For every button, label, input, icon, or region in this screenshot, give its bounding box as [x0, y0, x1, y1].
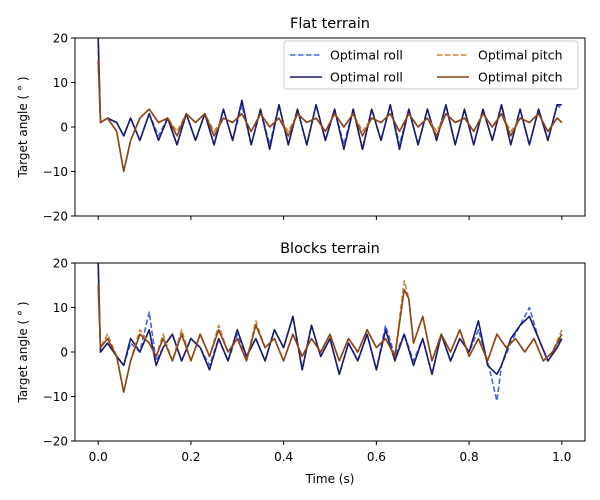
blocks-terrain-y-axis-label: Target angle ( ° )	[16, 301, 30, 403]
blocks-terrain-y-tick-label: 20	[53, 257, 68, 271]
blocks-terrain-series-optimal-pitch-solid	[97, 285, 563, 393]
blocks-terrain-title: Blocks terrain	[280, 241, 380, 257]
blocks-terrain-series-group	[97, 263, 563, 402]
flat-terrain-y-tick-label: 20	[53, 32, 68, 46]
blocks-terrain-y-tick-label: −10	[43, 390, 68, 404]
blocks-terrain-x-tick-label: 0.4	[274, 450, 293, 464]
flat-terrain-series-optimal-roll-solid	[97, 38, 562, 151]
blocks-terrain-y-tick-label: 10	[53, 301, 68, 315]
legend-label-pitch-dashed: Optimal pitch	[478, 48, 563, 63]
blocks-terrain-panel: Blocks terrain Target angle ( ° ) −20 −10…	[16, 241, 586, 486]
legend-frame	[283, 40, 579, 90]
flat-terrain-y-tick-label: 10	[53, 76, 68, 90]
x-axis-label: Time (s)	[305, 472, 355, 486]
blocks-terrain-x-tick-label: 0.2	[181, 450, 200, 464]
blocks-terrain-y-tick-label: 0	[60, 346, 68, 360]
flat-terrain-panel: Flat terrain Target angle ( ° ) −20 −10 0 1…	[16, 16, 586, 224]
flat-terrain-y-tick-label: 0	[60, 121, 68, 135]
legend-label-roll-dashed: Optimal roll	[330, 48, 403, 63]
flat-terrain-series-group	[97, 38, 563, 173]
blocks-terrain-y-tick-label: −20	[43, 435, 68, 449]
flat-terrain-y-tick-label: −20	[43, 210, 68, 224]
flat-terrain-y-axis-label: Target angle ( ° )	[16, 76, 30, 178]
legend-label-roll-solid: Optimal roll	[330, 70, 403, 85]
blocks-terrain-series-optimal-roll-solid	[97, 263, 563, 376]
blocks-terrain-plot-area: −20 −10 0 10 20 0.0 0.2 0.4 0.6 0.8 1.0	[43, 257, 586, 464]
blocks-terrain-x-tick-label: 0.8	[460, 450, 479, 464]
flat-terrain-y-tick-label: −10	[43, 165, 68, 179]
flat-terrain-series-optimal-pitch-solid	[97, 60, 563, 173]
legend: Optimal roll Optimal roll Optimal pitch …	[283, 40, 579, 90]
blocks-terrain-series-optimal-roll-dashed	[97, 263, 563, 402]
blocks-terrain-x-tick-label: 0.6	[367, 450, 386, 464]
legend-label-pitch-solid: Optimal pitch	[478, 70, 563, 85]
flat-terrain-title: Flat terrain	[290, 16, 370, 32]
blocks-terrain-axes-frame	[74, 262, 586, 442]
blocks-terrain-x-tick-label: 1.0	[552, 450, 571, 464]
blocks-terrain-x-tick-label: 0.0	[89, 450, 108, 464]
flat-terrain-plot-area: −20 −10 0 10 20	[43, 32, 586, 224]
